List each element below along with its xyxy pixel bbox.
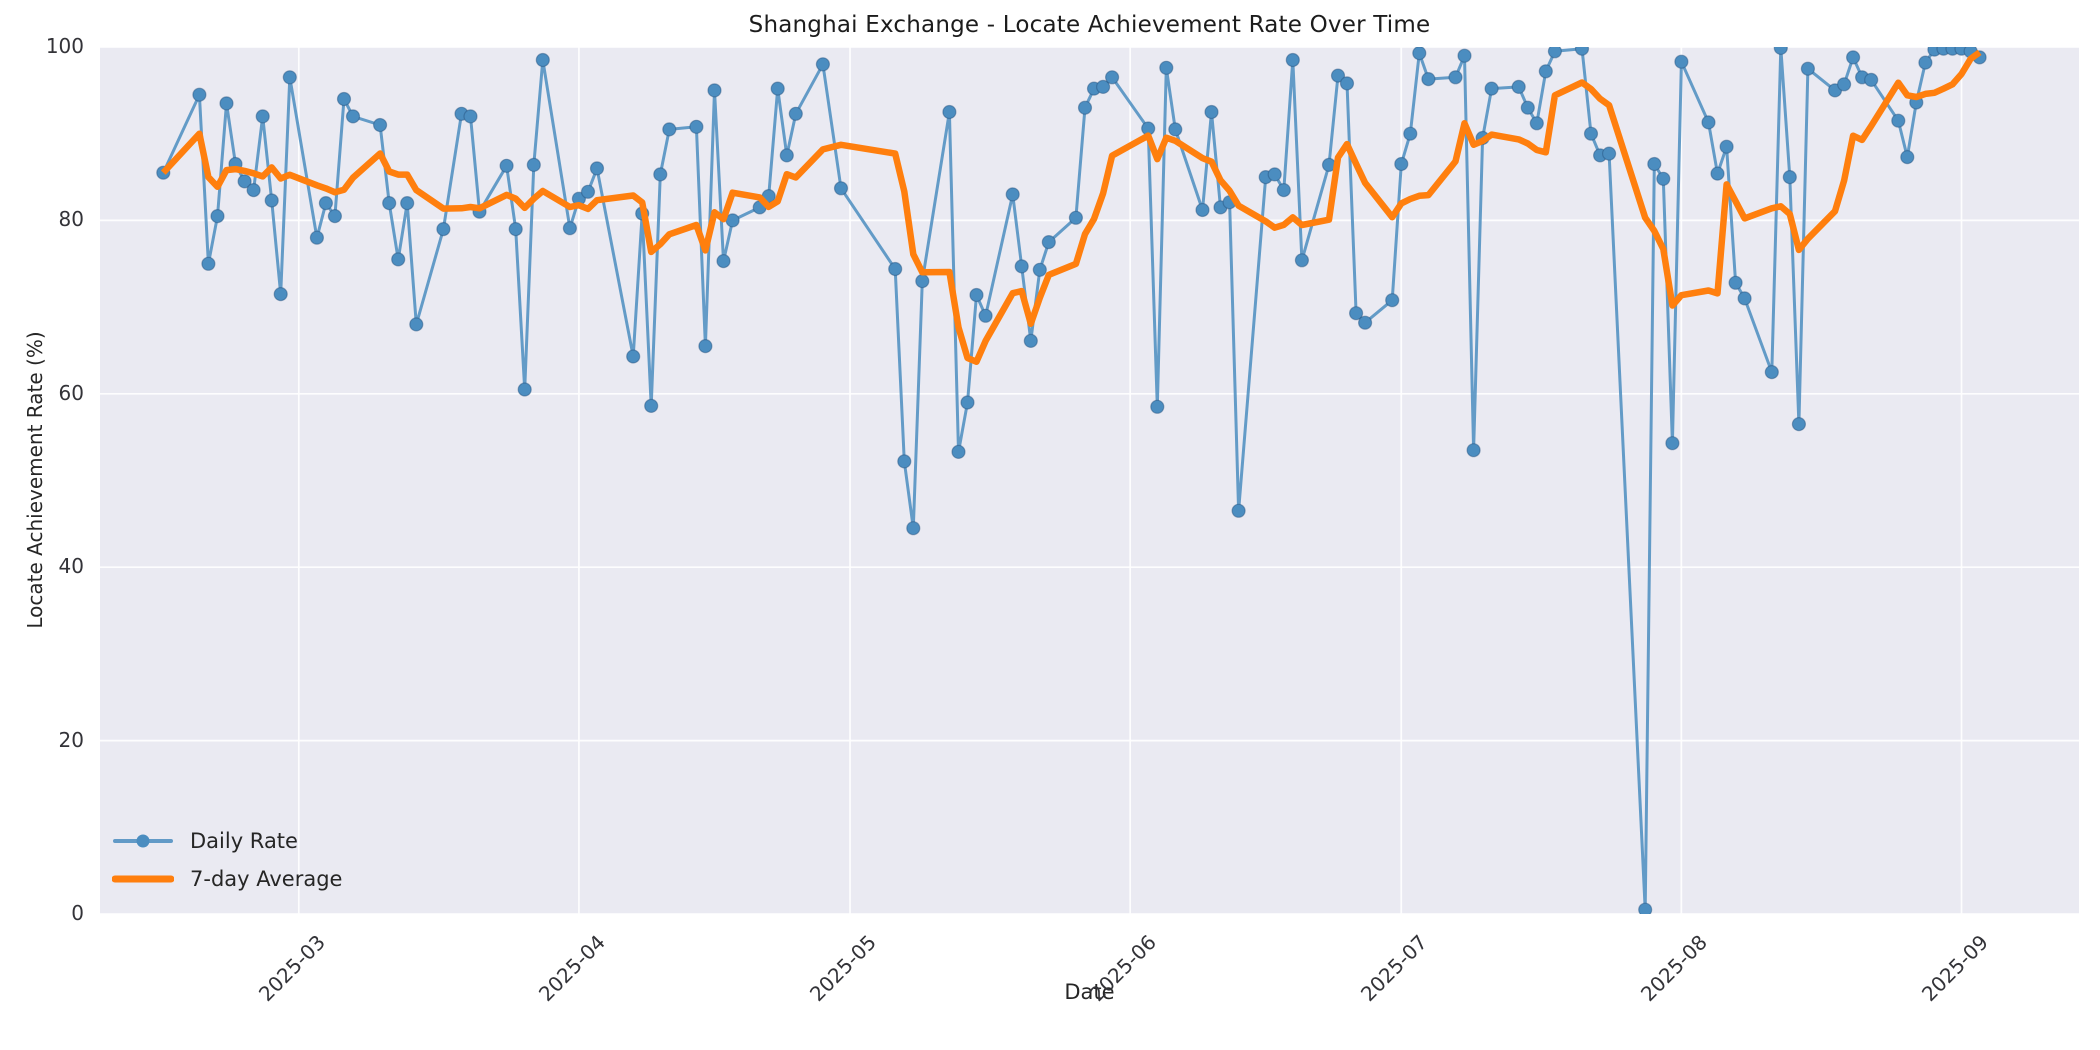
y-tick-label: 60: [58, 380, 84, 405]
legend: Daily Rate 7-day Average: [112, 826, 342, 894]
y-tick-label: 40: [58, 554, 84, 579]
y-axis-label: Locate Achievement Rate (%): [23, 331, 47, 629]
seven-day-average-line: [160, 49, 1982, 365]
daily-rate-line: [161, 47, 1981, 912]
legend-label: Daily Rate: [190, 829, 298, 853]
daily-rate-markers: [156, 47, 1987, 914]
chart-title: Shanghai Exchange - Locate Achievement R…: [748, 12, 1431, 38]
legend-item: Daily Rate: [112, 826, 342, 856]
series-layer: [156, 47, 1987, 914]
y-tick-label: 20: [58, 727, 84, 752]
legend-label: 7-day Average: [190, 867, 343, 891]
plot-area: [100, 47, 2079, 914]
average-legend-swatch: [112, 875, 174, 883]
y-tick-label: 80: [58, 207, 84, 232]
y-tick-label: 100: [45, 34, 84, 58]
legend-item: 7-day Average: [112, 864, 342, 894]
y-tick-label: 0: [71, 901, 84, 925]
x-axis-label: Date: [1064, 980, 1115, 1004]
gridlines: [100, 46, 2079, 915]
daily-rate-legend-swatch: [113, 834, 173, 848]
